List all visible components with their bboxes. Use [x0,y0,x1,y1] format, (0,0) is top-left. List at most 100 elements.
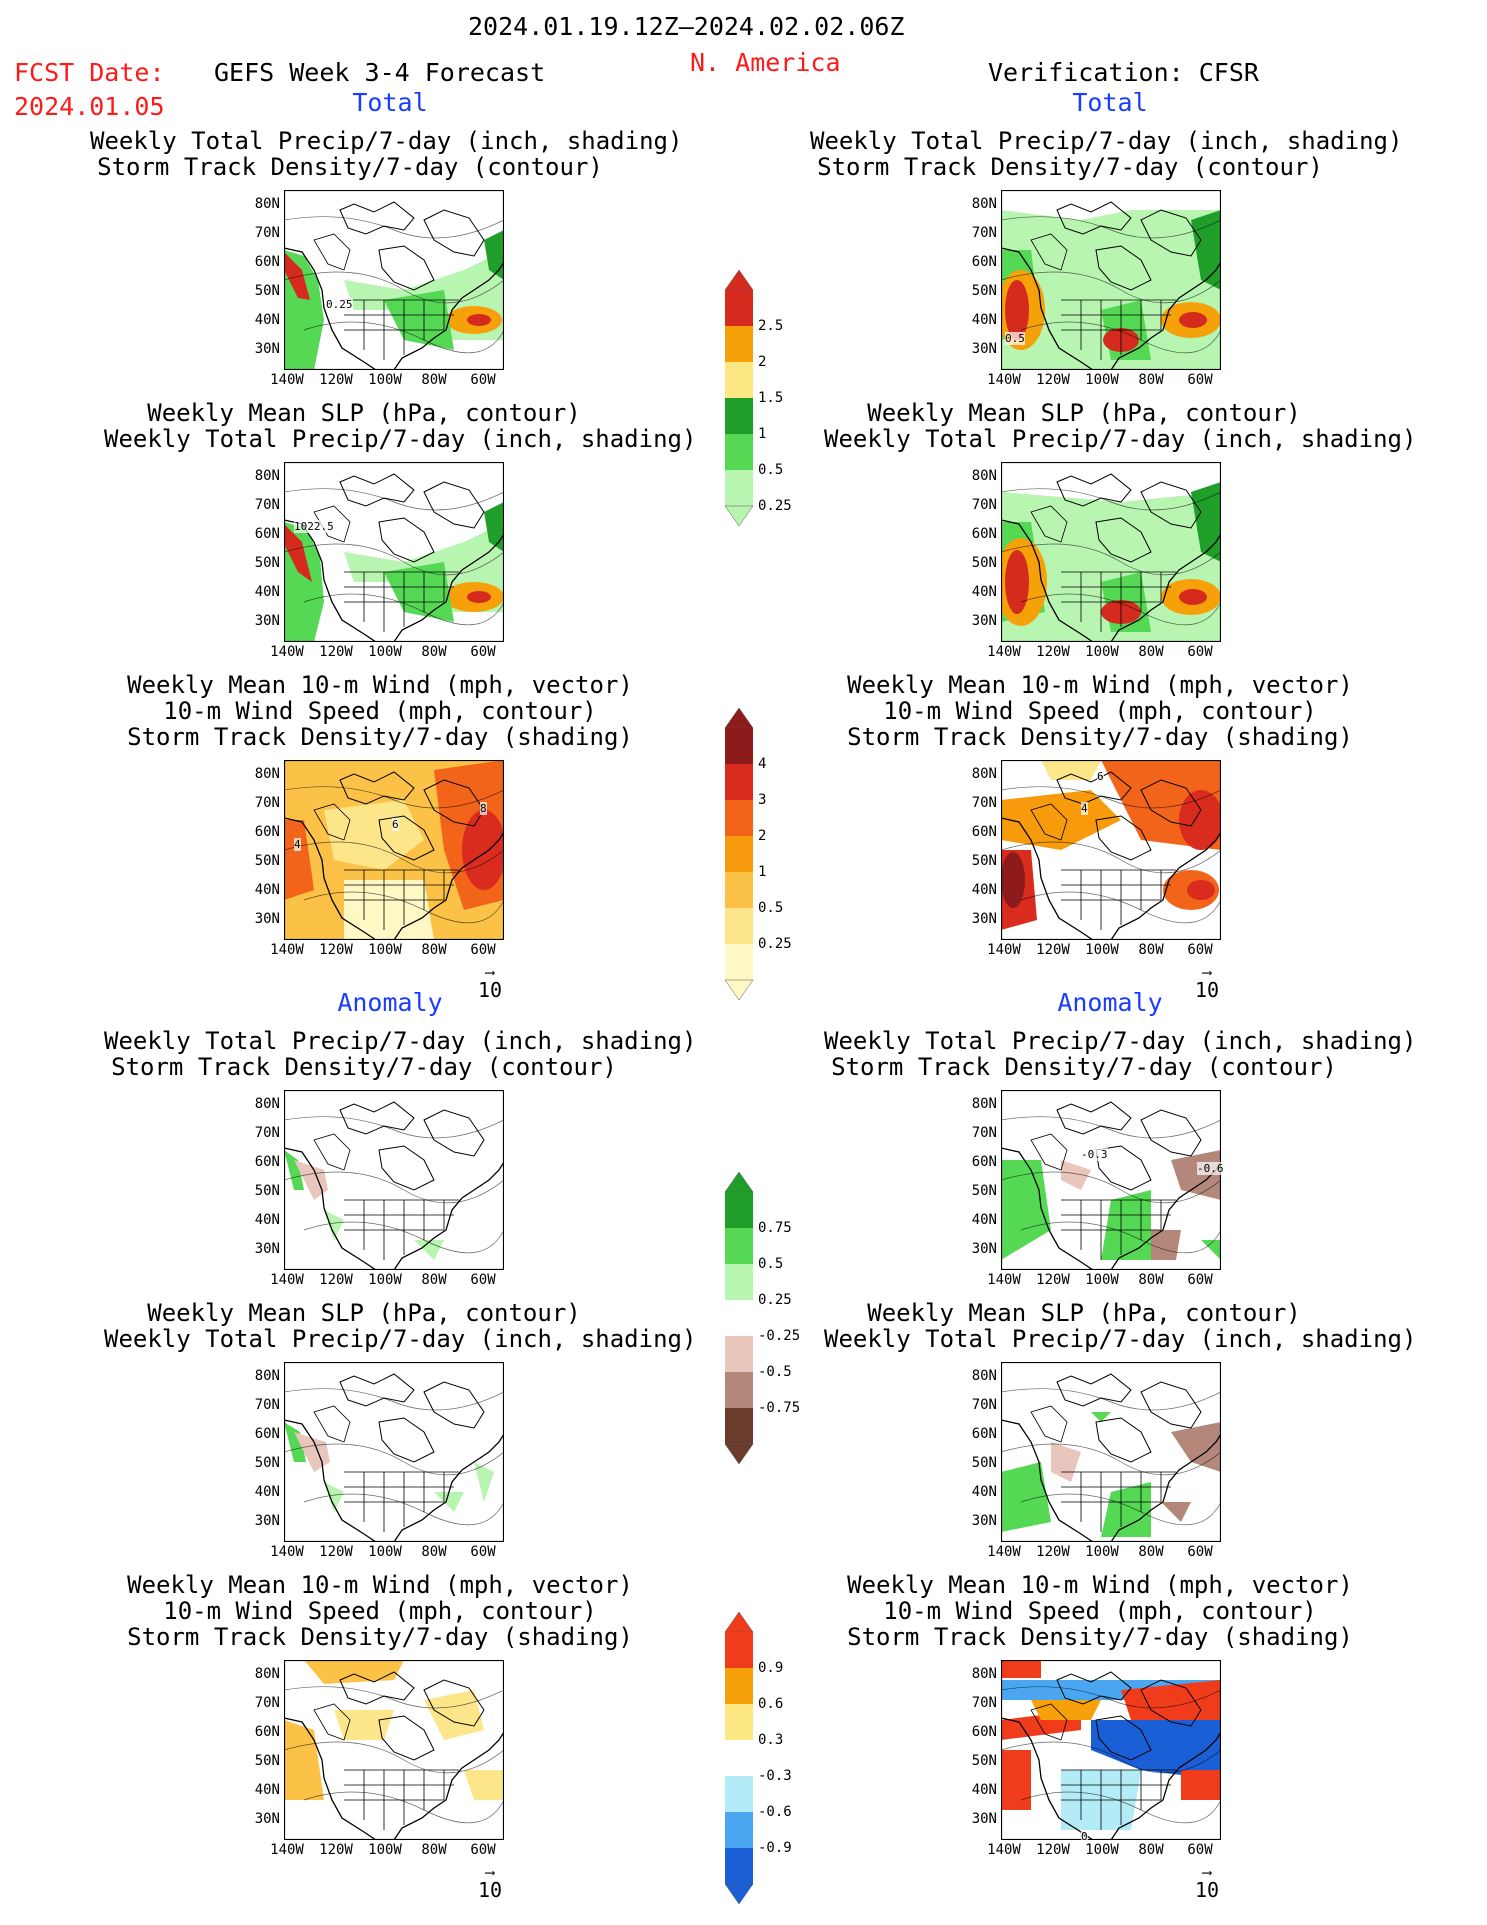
lat-tick-label: 40N [971,1782,997,1798]
panel-title-line: Weekly Total Precip/7-day (inch, shading… [104,1027,697,1055]
lon-tick-label: 120W [1036,1544,1070,1560]
panel-title-line: Storm Track Density/7-day (contour) [111,1053,617,1081]
lat-tick-label: 60N [254,1724,280,1740]
lat-tick-label: 60N [971,1724,997,1740]
verification-title: Verification: CFSR [988,58,1259,87]
total-precip-colorbar [724,269,754,530]
contour-label: -0.6 [1197,1162,1224,1175]
lat-tick-label: 70N [971,1695,997,1711]
lon-tick-label: 80W [421,1544,447,1560]
panel-title-line: Weekly Total Precip/7-day (inch, shading… [90,127,683,155]
lon-tick-label: 100W [368,644,402,660]
lon-tick-label: 100W [1085,644,1119,660]
panel-title-line: Storm Track Density/7-day (shading) [127,1623,633,1651]
section-total-right: Total [1072,88,1148,117]
lon-tick-label: 80W [1138,1544,1164,1560]
lon-tick-label: 60W [470,372,496,388]
lon-tick-label: 120W [319,1544,353,1560]
valid-period: 2024.01.19.12Z–2024.02.02.06Z [468,12,905,41]
vector-reference-value: 10 [477,1878,503,1902]
colorbar-tick-label: 2 [758,828,767,844]
lat-tick-label: 70N [971,795,997,811]
lon-tick-label: 80W [1138,372,1164,388]
panel-title-line: 10-m Wind Speed (mph, contour) [163,697,597,725]
lon-tick-label: 60W [1187,942,1213,958]
panel-title-line: 10-m Wind Speed (mph, contour) [883,697,1317,725]
lon-tick-label: 120W [1036,942,1070,958]
lon-tick-label: 100W [1085,1272,1119,1288]
lon-tick-label: 140W [270,1842,304,1858]
left-anom-precip-title: Weekly Total Precip/7-day (inch, shading… [104,1027,697,1081]
lat-tick-label: 70N [254,795,280,811]
lat-tick-label: 70N [254,1125,280,1141]
fcst-date-label: FCST Date: [14,58,165,87]
lat-tick-label: 70N [254,1397,280,1413]
lon-tick-label: 60W [470,1272,496,1288]
lat-tick-label: 30N [971,1811,997,1827]
lat-tick-label: 50N [254,1455,280,1471]
contour-label: 0.5 [1005,332,1025,345]
lat-tick-label: 50N [254,1183,280,1199]
lon-tick-label: 80W [1138,644,1164,660]
vector-reference-value: 10 [1194,1878,1220,1902]
lat-tick-label: 70N [254,225,280,241]
lat-tick-label: 30N [971,341,997,357]
lat-tick-label: 70N [971,1397,997,1413]
panel-title-line: Storm Track Density/7-day (contour) [831,1053,1337,1081]
lon-tick-label: 60W [1187,1544,1213,1560]
colorbar-tick-label: 2 [758,354,767,370]
vector-reference: ⟶ 10 [1187,966,1227,1002]
left-total-precip-title: Weekly Total Precip/7-day (inch, shading… [90,127,683,181]
contour-label: 6 [1097,770,1104,783]
lon-tick-label: 140W [987,1842,1021,1858]
lat-tick-label: 40N [971,882,997,898]
lat-tick-label: 80N [971,766,997,782]
panel-title-line: Weekly Mean 10-m Wind (mph, vector) [847,1571,1353,1599]
lon-tick-label: 120W [1036,1272,1070,1288]
lat-tick-label: 60N [254,1154,280,1170]
colorbar-tick-label: -0.9 [758,1840,792,1856]
contour-label: 1022.5 [294,520,334,533]
lat-tick-label: 60N [971,254,997,270]
lon-tick-label: 60W [1187,1272,1213,1288]
lat-tick-label: 30N [971,1513,997,1529]
lat-tick-label: 80N [254,1096,280,1112]
contour-label: 0 [1081,1830,1088,1843]
colorbar-tick-label: 0.75 [758,1220,792,1236]
panel-title-line: Weekly Total Precip/7-day (inch, shading… [104,425,697,453]
colorbar-tick-label: 0.25 [758,1292,792,1308]
vector-reference: ⟶ 10 [470,966,510,1002]
lat-tick-label: 70N [971,225,997,241]
lat-tick-label: 80N [971,1666,997,1682]
colorbar-tick-label: 2.5 [758,318,784,334]
lon-tick-label: 60W [1187,1842,1213,1858]
right-total-slp-title: Weekly Mean SLP (hPa, contour) Weekly Tot… [824,400,1416,452]
model-title: GEFS Week 3-4 Forecast [214,58,546,87]
lat-tick-label: 80N [254,1666,280,1682]
lon-tick-label: 140W [270,644,304,660]
lon-tick-label: 120W [319,1272,353,1288]
colorbar-tick-label: -0.3 [758,1768,792,1784]
lon-tick-label: 80W [1138,1272,1164,1288]
lon-tick-label: 100W [368,942,402,958]
panel-title-line: Storm Track Density/7-day (contour) [97,153,603,181]
panel-title-line: Weekly Mean 10-m Wind (mph, vector) [127,671,633,699]
right-anom-slp-map [1001,1362,1221,1542]
right-anom-wind-map: 0 [1001,1660,1221,1843]
lon-tick-label: 80W [1138,1842,1164,1858]
lat-tick-label: 70N [254,497,280,513]
lon-tick-label: 120W [319,644,353,660]
lat-tick-label: 60N [971,1154,997,1170]
left-total-slp-title: Weekly Mean SLP (hPa, contour) Weekly Tot… [104,400,697,453]
lat-tick-label: 70N [254,1695,280,1711]
lat-tick-label: 80N [254,1368,280,1384]
lat-tick-label: 80N [254,468,280,484]
lon-tick-label: 120W [1036,372,1070,388]
lon-tick-label: 100W [368,1544,402,1560]
lon-tick-label: 60W [470,942,496,958]
lat-tick-label: 50N [971,1183,997,1199]
lon-tick-label: 80W [421,1272,447,1288]
lon-tick-label: 60W [470,1842,496,1858]
lat-tick-label: 30N [254,911,280,927]
left-anom-wind-title: Weekly Mean 10-m Wind (mph, vector) 10-m … [120,1572,640,1650]
